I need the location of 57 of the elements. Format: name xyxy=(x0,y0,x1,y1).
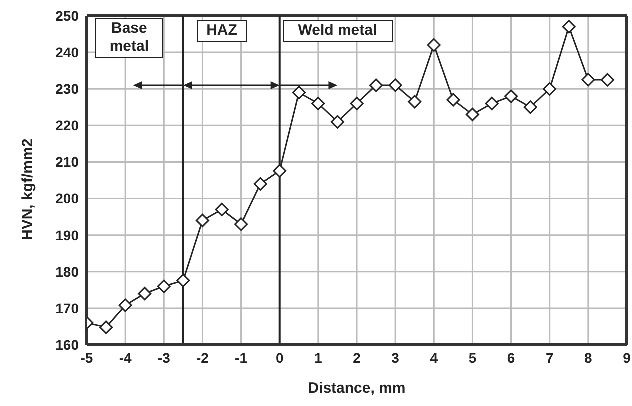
annotation: Base metal xyxy=(95,18,164,58)
x-axis-title: Distance, mm xyxy=(308,380,406,397)
point xyxy=(543,82,557,96)
point xyxy=(350,96,364,110)
point xyxy=(176,274,190,288)
y-axis-title: HVN, kgf/mm2 xyxy=(19,138,36,240)
annotation: HAZ xyxy=(197,20,247,42)
x-tick-label: 9 xyxy=(623,350,632,366)
point xyxy=(485,96,499,110)
point xyxy=(254,177,268,191)
point xyxy=(524,100,538,114)
x-tick-label: 6 xyxy=(507,350,516,366)
point xyxy=(312,96,326,110)
y-tick-label: 200 xyxy=(56,190,80,207)
x-tick-label: 0 xyxy=(276,350,284,366)
point xyxy=(504,90,518,104)
point xyxy=(408,95,422,109)
y-tick-label: 180 xyxy=(56,264,80,280)
x-tick-label: 3 xyxy=(392,350,400,366)
point xyxy=(582,73,596,87)
x-tick-label: 4 xyxy=(430,350,438,366)
y-tick-label: 160 xyxy=(56,336,80,353)
point xyxy=(446,93,460,107)
point xyxy=(388,78,402,92)
y-tick-label: 170 xyxy=(56,300,80,316)
point xyxy=(562,20,576,34)
y-tick-label: 240 xyxy=(56,44,80,61)
y-tick-label: 190 xyxy=(56,227,80,244)
point xyxy=(466,108,480,122)
point xyxy=(215,202,229,216)
y-tick-label: 220 xyxy=(56,118,80,134)
point xyxy=(427,38,441,52)
point xyxy=(157,280,171,294)
y-tick-label: 230 xyxy=(56,81,80,98)
point xyxy=(600,73,614,87)
point xyxy=(370,78,384,92)
y-tick-label: 210 xyxy=(56,154,80,170)
point xyxy=(234,218,248,232)
point xyxy=(292,86,306,100)
point xyxy=(138,287,152,301)
x-tick-label: -1 xyxy=(235,350,248,366)
x-tick-label: 2 xyxy=(353,350,362,366)
x-tick-label: -5 xyxy=(80,350,94,366)
point xyxy=(196,214,210,228)
x-tick-label: -3 xyxy=(158,350,171,366)
x-tick-label: 1 xyxy=(314,350,323,366)
y-tick-label: 250 xyxy=(56,8,80,24)
x-tick-label: -2 xyxy=(196,350,210,366)
x-tick-label: -4 xyxy=(119,350,132,366)
x-tick-label: 5 xyxy=(468,350,477,366)
x-tick-label: 7 xyxy=(546,350,554,366)
point xyxy=(273,164,287,178)
annotation: Weld metal xyxy=(282,20,393,42)
x-tick-label: 8 xyxy=(584,350,593,366)
point xyxy=(100,320,114,334)
point xyxy=(330,115,344,129)
point xyxy=(118,298,132,312)
